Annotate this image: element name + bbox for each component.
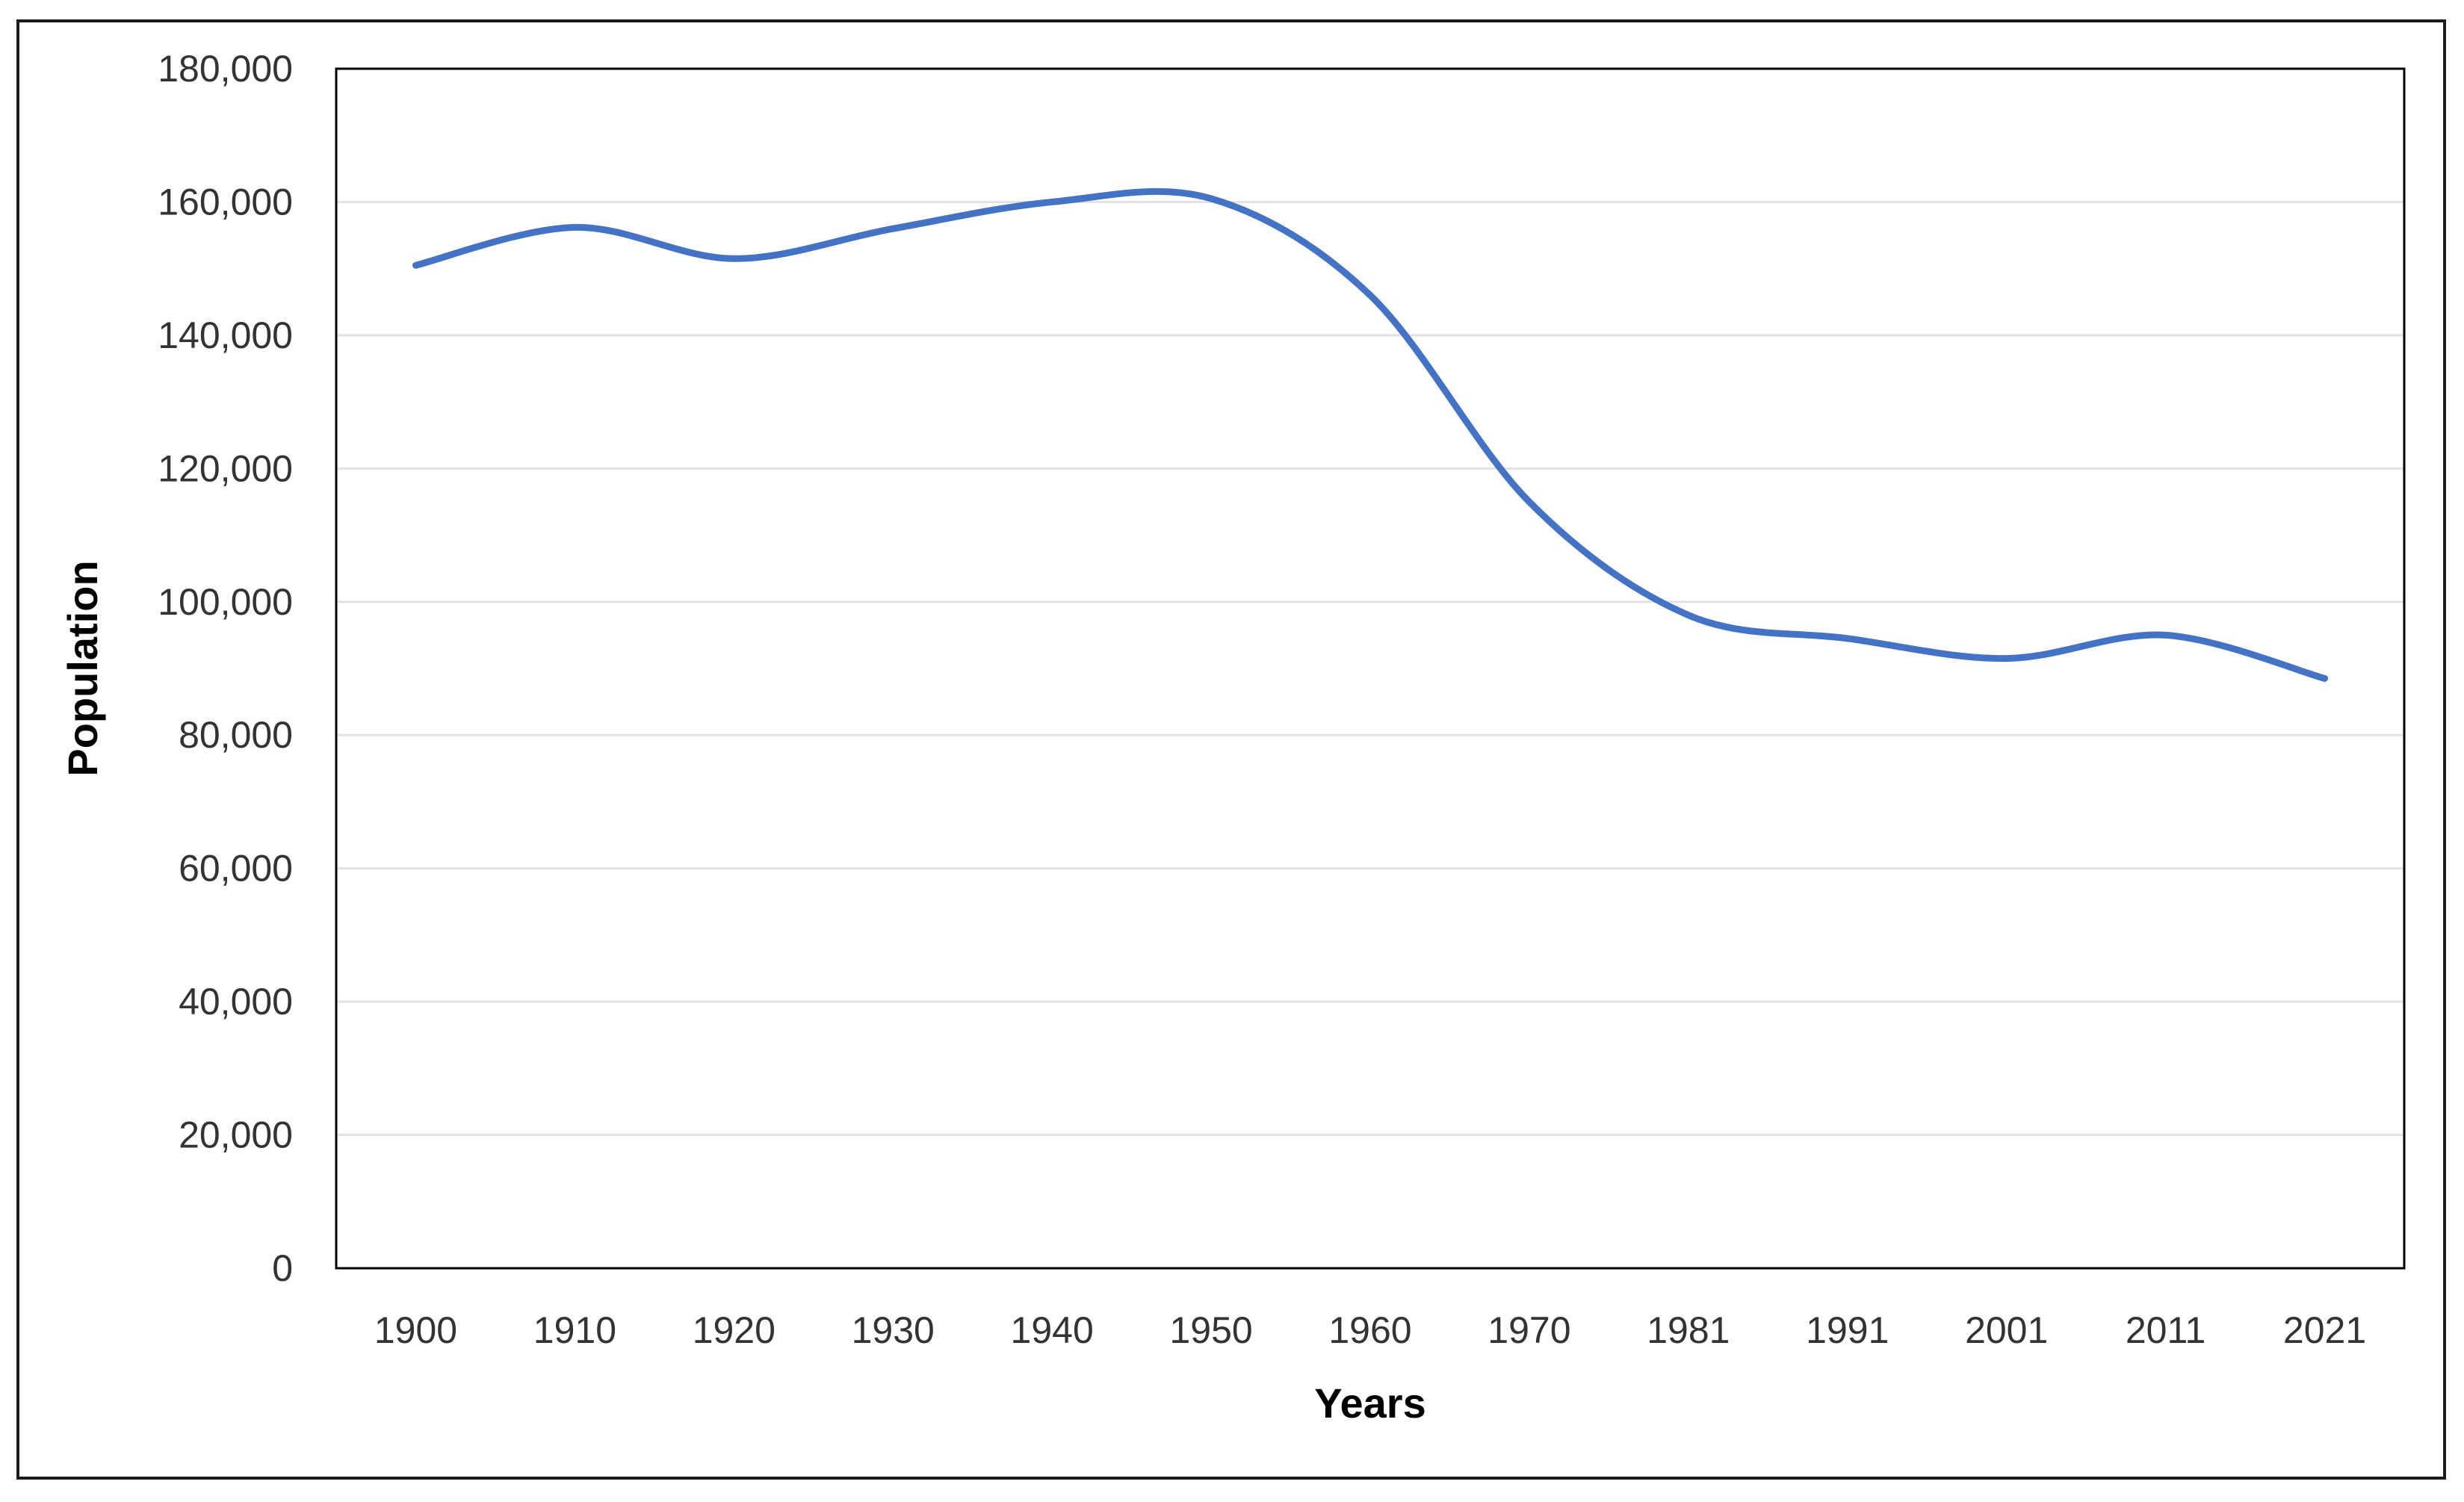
x-tick-label: 2001	[1965, 1309, 2048, 1351]
y-tick-label: 0	[272, 1247, 293, 1289]
x-axis-tick-labels: 1900 1910 1920 1930 1940 1950 1960 1970 1981 1991…	[374, 1309, 2366, 1351]
x-tick-label: 1930	[852, 1309, 935, 1351]
y-tick-label: 80,000	[179, 714, 293, 756]
x-tick-label: 1910	[533, 1309, 616, 1351]
x-tick-label: 1970	[1488, 1309, 1570, 1351]
population-series-line	[412, 187, 2329, 682]
x-axis-title: Years	[1314, 1380, 1426, 1427]
gridlines	[336, 200, 2404, 1137]
y-axis-title: Population	[59, 560, 106, 776]
x-tick-label: 2021	[2283, 1309, 2366, 1351]
x-tick-label: 1920	[693, 1309, 776, 1351]
x-tick-label: 1991	[1806, 1309, 1889, 1351]
y-tick-label: 60,000	[179, 848, 293, 890]
y-tick-label: 120,000	[158, 447, 293, 489]
x-tick-label: 1981	[1647, 1309, 1730, 1351]
x-tick-label: 1950	[1169, 1309, 1252, 1351]
y-tick-label: 20,000	[179, 1114, 293, 1156]
y-tick-label: 40,000	[179, 981, 293, 1022]
y-tick-label: 100,000	[158, 581, 293, 623]
y-tick-label: 180,000	[158, 48, 293, 90]
y-tick-label: 140,000	[158, 314, 293, 356]
x-tick-label: 1900	[374, 1309, 457, 1351]
x-tick-label: 2011	[2126, 1309, 2206, 1351]
y-axis-tick-labels: 0 20,000 40,000 60,000 80,000 100,000 120,000 1…	[158, 48, 293, 1289]
x-tick-label: 1960	[1328, 1309, 1411, 1351]
x-tick-label: 1940	[1011, 1309, 1094, 1351]
plot-area-border	[335, 67, 2406, 1270]
y-tick-label: 160,000	[158, 181, 293, 223]
